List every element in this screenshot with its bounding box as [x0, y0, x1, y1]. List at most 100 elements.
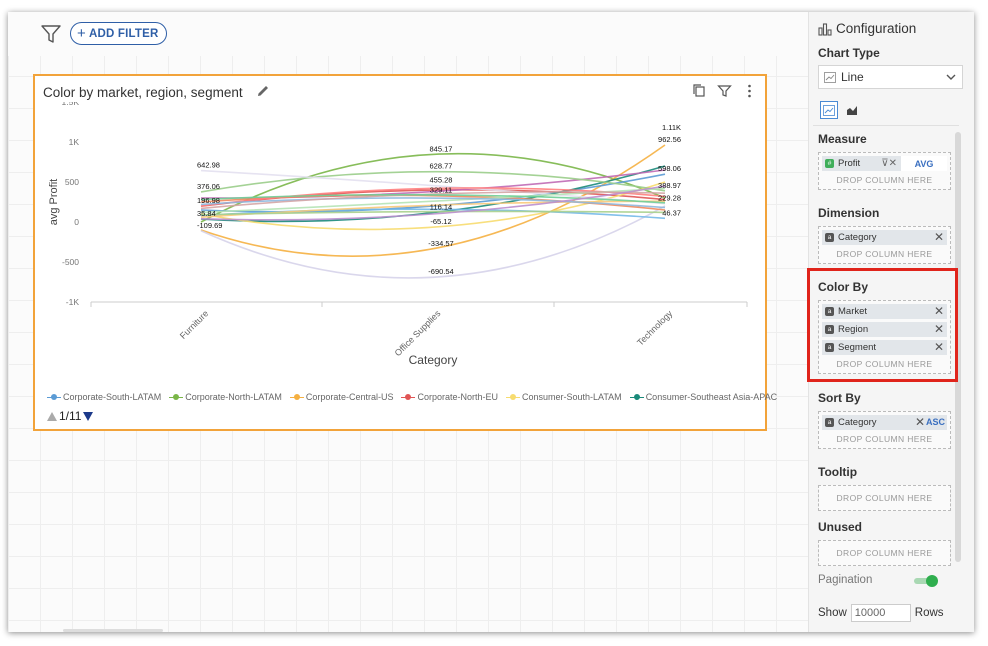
- more-vertical-icon[interactable]: [742, 83, 757, 99]
- filter-icon[interactable]: [40, 23, 62, 45]
- page-up-icon[interactable]: [47, 411, 57, 421]
- color-by-dropzone[interactable]: a Market ✕ a Region ✕ a Segment ✕ DROP C…: [818, 300, 951, 374]
- add-filter-button[interactable]: + ADD FILTER: [70, 22, 168, 45]
- chevron-down-icon: [946, 74, 956, 80]
- remove-icon[interactable]: ✕: [933, 230, 944, 244]
- legend-label: Corporate-North-EU: [417, 392, 498, 402]
- legend-item[interactable]: Corporate-Central-US: [289, 392, 394, 402]
- y-tick-label: 500: [65, 177, 79, 187]
- series-line-19: [200, 185, 666, 221]
- line-chart: -1K -500 0 500 1K 1.5K 642.98 376.06 196.98 35.84…: [48, 102, 748, 367]
- series-line-18: [200, 193, 666, 204]
- filter-icon[interactable]: [717, 83, 732, 99]
- line-chart-icon: [824, 71, 836, 83]
- toggle-track: [914, 578, 936, 584]
- toggle-knob: [926, 575, 938, 587]
- chart-type-select[interactable]: Line: [818, 65, 963, 89]
- color-by-highlight-box: [807, 268, 958, 382]
- legend-swatch: [47, 393, 61, 401]
- line-view-button[interactable]: [820, 101, 838, 119]
- chart-legend: Corporate-South-LATAM Corporate-North-LAT…: [47, 392, 777, 402]
- area-chart-icon: [847, 105, 857, 115]
- data-label: 376.06: [197, 182, 220, 191]
- measure-dropzone[interactable]: # Profit ⊽✕ AVG DROP COLUMN HERE: [818, 152, 951, 190]
- color-by-chip-region[interactable]: a Region ✕: [822, 322, 947, 337]
- remove-icon[interactable]: ✕: [933, 304, 944, 318]
- y-tick-label: -1K: [66, 297, 80, 307]
- chip-label: Region: [838, 324, 869, 335]
- legend-item[interactable]: Corporate-North-EU: [401, 392, 498, 402]
- tooltip-dropzone[interactable]: DROP COLUMN HERE: [818, 485, 951, 511]
- color-by-chip-market[interactable]: a Market ✕: [822, 304, 947, 319]
- measure-label: Measure: [818, 132, 867, 146]
- filter-toolbar: + ADD FILTER: [8, 12, 808, 56]
- chart-type-value: Line: [841, 70, 864, 84]
- rows-label: Rows: [914, 607, 944, 619]
- measure-chip-profit[interactable]: # Profit ⊽✕ AVG: [822, 156, 947, 171]
- data-label: -65.12: [430, 217, 451, 226]
- sort-by-dropzone[interactable]: a Category ✕ ASC DROP COLUMN HERE: [818, 411, 951, 449]
- data-label: -334.57: [428, 239, 453, 248]
- text-type-icon: a: [825, 233, 834, 242]
- legend-label: Consumer-Southeast Asia-APAC: [645, 392, 778, 402]
- remove-icon[interactable]: ✕: [933, 340, 944, 354]
- line-chart-icon: [823, 104, 835, 116]
- panel-scrollbar[interactable]: [955, 132, 961, 562]
- area-view-button[interactable]: [843, 101, 861, 119]
- dashboard-canvas: + ADD FILTER Color by market, region, se…: [8, 12, 808, 632]
- legend-page-indicator: 1/11: [59, 409, 82, 423]
- data-label: 598.06: [658, 164, 681, 173]
- y-tick-label: 1K: [69, 137, 80, 147]
- sort-order-toggle[interactable]: ASC: [925, 417, 945, 427]
- data-label: 329.11: [430, 186, 452, 195]
- chart-title: Color by market, region, segment: [43, 85, 243, 100]
- data-label: 229.28: [658, 194, 681, 203]
- plus-icon: +: [77, 25, 86, 42]
- legend-item[interactable]: Consumer-South-LATAM: [505, 392, 622, 402]
- add-filter-label: ADD FILTER: [88, 27, 159, 40]
- x-tick-label: Furniture: [178, 308, 211, 341]
- data-label: 196.98: [197, 196, 220, 205]
- pencil-icon[interactable]: [255, 83, 271, 99]
- legend-item[interactable]: Corporate-North-LATAM: [169, 392, 282, 402]
- dimension-chip-category[interactable]: a Category ✕: [822, 230, 947, 245]
- numeric-type-icon: #: [825, 159, 834, 168]
- remove-icon[interactable]: ✕: [914, 415, 925, 429]
- filter-remove-icon[interactable]: ⊽✕: [881, 158, 897, 169]
- y-tick-label: -500: [62, 257, 79, 267]
- y-tick-label: 0: [74, 217, 79, 227]
- color-by-chip-segment[interactable]: a Segment ✕: [822, 340, 947, 355]
- chart-card[interactable]: Color by market, region, segment -1K -500…: [33, 74, 777, 431]
- aggregation-selector[interactable]: AVG: [901, 156, 947, 171]
- page-down-icon[interactable]: [83, 411, 94, 421]
- x-axis-title: Category: [409, 353, 458, 367]
- legend-label: Corporate-Central-US: [305, 392, 394, 402]
- divider: [813, 125, 959, 126]
- chip-label: Category: [838, 417, 877, 428]
- rows-input[interactable]: 10000: [850, 604, 911, 622]
- legend-item[interactable]: Corporate-South-LATAM: [47, 392, 161, 402]
- series-line-2: [200, 205, 666, 279]
- series-line-9: [200, 169, 666, 205]
- unused-dropzone[interactable]: DROP COLUMN HERE: [818, 540, 951, 566]
- chip-label: Category: [838, 232, 877, 243]
- chip-label: Market: [838, 306, 868, 317]
- legend-swatch: [289, 393, 304, 401]
- series-line-8: [200, 170, 666, 193]
- remove-icon[interactable]: ✕: [933, 322, 944, 336]
- pagination-toggle[interactable]: [914, 575, 938, 587]
- copy-icon[interactable]: [692, 83, 707, 99]
- data-label: 116.14: [430, 203, 452, 212]
- y-tick-label: 1.5K: [62, 102, 80, 107]
- dimension-dropzone[interactable]: a Category ✕ DROP COLUMN HERE: [818, 226, 951, 264]
- chart-config-icon: [818, 22, 832, 36]
- data-label: 35.84: [197, 209, 216, 218]
- chart-type-label: Chart Type: [818, 46, 880, 60]
- drop-hint: DROP COLUMN HERE: [836, 249, 933, 259]
- horizontal-scrollbar[interactable]: [63, 629, 163, 632]
- sort-by-chip-category[interactable]: a Category ✕ ASC: [822, 415, 947, 430]
- drop-hint: DROP COLUMN HERE: [836, 493, 933, 503]
- legend-label: Corporate-North-LATAM: [185, 392, 282, 402]
- x-tick-label: Technology: [635, 308, 675, 348]
- legend-item[interactable]: Consumer-Southeast Asia-APAC: [629, 392, 778, 402]
